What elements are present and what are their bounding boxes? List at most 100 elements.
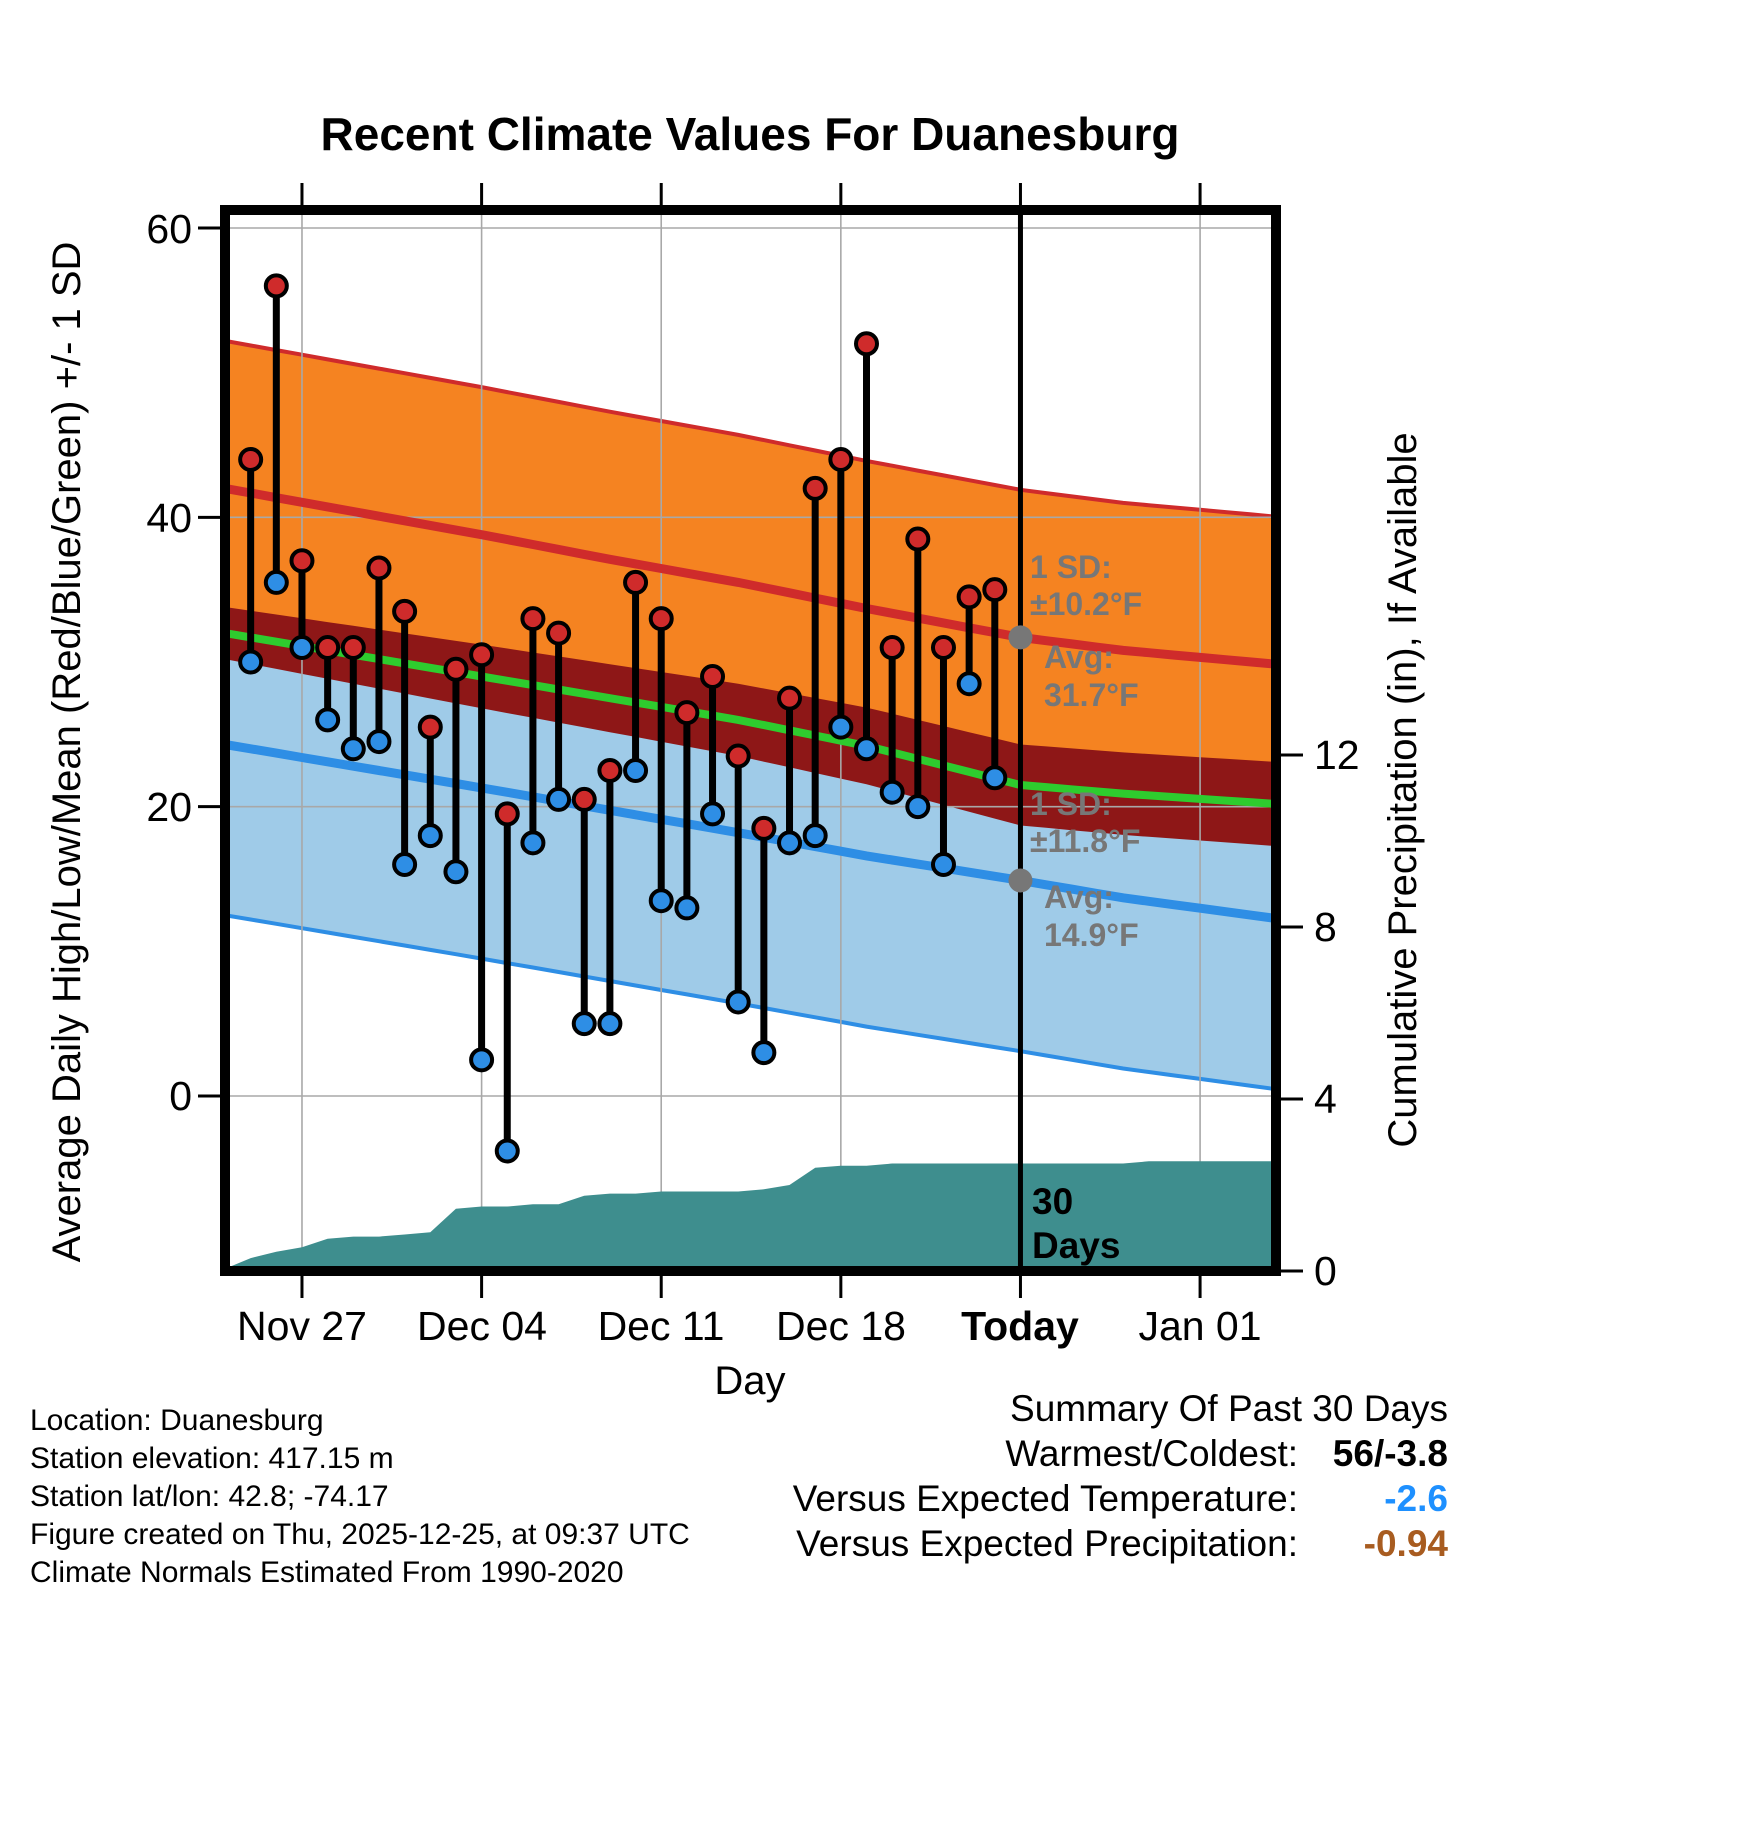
daily-high-dot bbox=[648, 606, 674, 632]
daily-low-dot bbox=[623, 757, 649, 783]
daily-high-dot bbox=[366, 555, 392, 581]
figure-created: Figure created on Thu, 2025-12-25, at 09… bbox=[30, 1518, 690, 1551]
summary-row: Versus Expected Temperature: -2.6 bbox=[688, 1476, 1448, 1521]
y-tick-label: 0 bbox=[169, 1073, 192, 1119]
climate-chart: Recent Climate Values For Duanesburg Ave… bbox=[45, 108, 1425, 1403]
daily-low-dot bbox=[648, 888, 674, 914]
annotation-high-avg-label: Avg: bbox=[1044, 639, 1114, 675]
daily-high-dot bbox=[340, 635, 366, 661]
daily-low-dot bbox=[725, 989, 751, 1015]
daily-high-dot bbox=[751, 815, 777, 841]
daily-high-dot bbox=[263, 273, 289, 299]
daily-high-dot bbox=[597, 757, 623, 783]
daily-high-dot bbox=[494, 801, 520, 827]
daily-low-dot bbox=[520, 830, 546, 856]
daily-high-dot bbox=[392, 598, 418, 624]
daily-low-dot bbox=[469, 1047, 495, 1073]
normal-lines bbox=[225, 483, 1276, 923]
daily-low-dot bbox=[392, 852, 418, 878]
daily-low-dot bbox=[571, 1011, 597, 1037]
y-tick-label-right: 12 bbox=[1314, 732, 1360, 778]
annotation-high-sd-label: 1 SD: bbox=[1030, 549, 1112, 585]
daily-low-dot bbox=[982, 765, 1008, 791]
y-tick-label-right: 0 bbox=[1314, 1248, 1337, 1294]
low-sd-lower-edge bbox=[225, 913, 1276, 1092]
x-tick-label: Dec 04 bbox=[417, 1303, 547, 1349]
daily-high-dot bbox=[417, 714, 443, 740]
daily-low-dot bbox=[674, 895, 700, 921]
daily-low-dot bbox=[289, 635, 315, 661]
daily-low-dot bbox=[494, 1138, 520, 1164]
annotation-high-sd-value: ±10.2°F bbox=[1030, 586, 1142, 622]
daily-high-dot bbox=[443, 656, 469, 682]
daily-high-dot bbox=[520, 606, 546, 632]
daily-low-dot bbox=[340, 736, 366, 762]
summary-row: Warmest/Coldest: 56/-3.8 bbox=[688, 1431, 1448, 1476]
summary-row: Versus Expected Precipitation: -0.94 bbox=[688, 1521, 1448, 1566]
daily-low-dot bbox=[238, 649, 264, 675]
annotation-low-sd-value: ±11.8°F bbox=[1030, 823, 1140, 859]
daily-low-dot bbox=[700, 801, 726, 827]
daily-high-dot bbox=[674, 700, 700, 726]
daily-low-dot bbox=[366, 729, 392, 755]
station-info: Location: Duanesburg Station elevation: … bbox=[30, 1402, 690, 1592]
daily-low-dot bbox=[597, 1011, 623, 1037]
daily-high-dot bbox=[828, 446, 854, 472]
daily-low-dot bbox=[879, 779, 905, 805]
x-tick-label: Dec 11 bbox=[598, 1303, 725, 1349]
annotation-low-sd-label: 1 SD: bbox=[1030, 786, 1112, 822]
station-elevation: Station elevation: 417.15 m bbox=[30, 1442, 394, 1475]
daily-low-dot bbox=[315, 707, 341, 733]
daily-low-dot bbox=[777, 830, 803, 856]
y-axis-label-right: Cumulative Precipitation (in), If Availa… bbox=[1381, 432, 1425, 1147]
x-tick-label-today: Today bbox=[961, 1303, 1079, 1349]
daily-high-dot bbox=[700, 663, 726, 689]
y-tick-label: 20 bbox=[146, 784, 192, 830]
daily-high-dot bbox=[238, 446, 264, 472]
daily-high-dot bbox=[315, 635, 341, 661]
x-tick-label: Jan 01 bbox=[1138, 1303, 1261, 1349]
daily-high-dot bbox=[879, 635, 905, 661]
summary-vs-temp-value: -2.6 bbox=[1384, 1478, 1448, 1519]
y-tick-label: 60 bbox=[146, 206, 192, 252]
plot-frame bbox=[198, 183, 1303, 1298]
summary-warmest-coldest-label: Warmest/Coldest: bbox=[1005, 1433, 1298, 1474]
low-normal-line bbox=[225, 740, 1276, 923]
normal-bands bbox=[225, 338, 1276, 1092]
daily-high-dot bbox=[777, 685, 803, 711]
summary-heading: Summary Of Past 30 Days bbox=[1010, 1388, 1448, 1429]
summary-panel: Summary Of Past 30 Days Warmest/Coldest:… bbox=[688, 1386, 1448, 1566]
daily-high-dot bbox=[469, 642, 495, 668]
daily-low-dot bbox=[546, 786, 572, 812]
x-tick-label: Dec 18 bbox=[776, 1303, 906, 1349]
plot-area bbox=[198, 183, 1303, 1298]
today-low-avg-marker bbox=[1008, 868, 1033, 893]
y-tick-label: 40 bbox=[146, 495, 192, 541]
daily-high-dot bbox=[289, 548, 315, 574]
daily-high-dot bbox=[571, 786, 597, 812]
y-axis-label-left: Average Daily High/Low/Mean (Red/Blue/Gr… bbox=[45, 242, 89, 1263]
daily-high-dot bbox=[982, 577, 1008, 603]
daily-low-dot bbox=[417, 823, 443, 849]
daily-low-dot bbox=[443, 859, 469, 885]
daily-high-dot bbox=[930, 635, 956, 661]
daily-low-dot bbox=[828, 714, 854, 740]
high-sd-upper-edge bbox=[225, 338, 1276, 519]
daily-low-dot bbox=[956, 671, 982, 697]
station-latlon: Station lat/lon: 42.8; -74.17 bbox=[30, 1480, 389, 1513]
annotation-low-avg-value: 14.9°F bbox=[1044, 917, 1139, 953]
today-group bbox=[1008, 210, 1033, 1271]
chart-title: Recent Climate Values For Duanesburg bbox=[321, 108, 1180, 160]
daily-high-dot bbox=[956, 584, 982, 610]
daily-high-dot bbox=[623, 569, 649, 595]
station-location: Location: Duanesburg bbox=[30, 1404, 324, 1437]
x-axis-label: Day bbox=[714, 1359, 785, 1403]
daily-low-dot bbox=[751, 1040, 777, 1066]
annotation-period-bottom: Days bbox=[1032, 1225, 1120, 1266]
daily-high-dot bbox=[546, 620, 572, 646]
high-normal-line bbox=[225, 483, 1276, 669]
daily-high-dot bbox=[905, 526, 931, 552]
summary-vs-precip-value: -0.94 bbox=[1363, 1523, 1448, 1564]
summary-vs-precip-label: Versus Expected Precipitation: bbox=[796, 1523, 1298, 1564]
